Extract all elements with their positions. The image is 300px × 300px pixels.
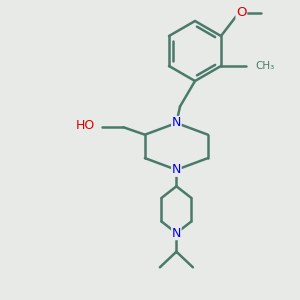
Text: N: N [172,163,181,176]
Text: O: O [236,6,247,20]
Text: N: N [172,116,181,130]
Text: N: N [172,226,181,240]
Text: CH₃: CH₃ [255,61,274,71]
Text: HO: HO [76,119,95,132]
